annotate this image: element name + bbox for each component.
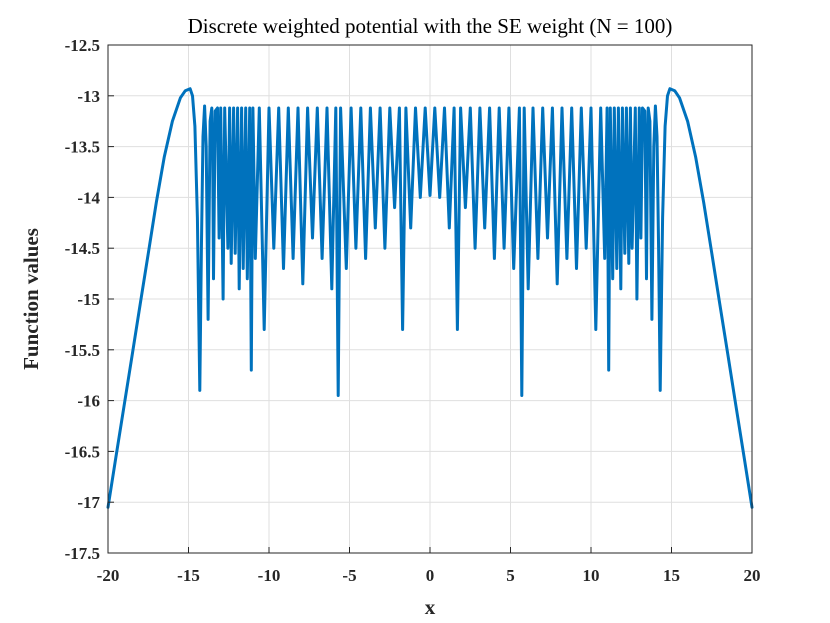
x-tick-label: -10 [258, 566, 281, 585]
x-axis-label: x [425, 595, 436, 619]
y-tick-label: -14.5 [65, 239, 100, 258]
x-tick-label: 10 [583, 566, 600, 585]
x-tick-label: 15 [663, 566, 680, 585]
y-tick-label: -13.5 [65, 138, 100, 157]
x-tick-labels: -20 -15 -10 -5 0 5 10 15 20 [97, 547, 761, 585]
y-tick-label: -16 [77, 392, 100, 411]
x-tick-label: 20 [744, 566, 761, 585]
x-tick-label: -15 [177, 566, 200, 585]
x-tick-label: -5 [342, 566, 356, 585]
chart-title: Discrete weighted potential with the SE … [188, 14, 673, 38]
y-tick-label: -17 [77, 493, 100, 512]
y-axis-label: Function values [19, 228, 43, 370]
x-tick-label: 0 [426, 566, 435, 585]
y-tick-label: -14 [77, 188, 100, 207]
x-tick-label: 5 [506, 566, 515, 585]
y-tick-labels: -12.5 -13 -13.5 -14 -14.5 -15 -15.5 -16 -16.5 -17… [65, 36, 114, 563]
y-tick-label: -15 [77, 290, 100, 309]
y-tick-label: -13 [77, 87, 100, 106]
series-line-function-values [106, 87, 754, 509]
y-tick-label: -12.5 [65, 36, 100, 55]
y-tick-label: -16.5 [65, 442, 100, 461]
x-tick-label: -20 [97, 566, 120, 585]
y-tick-label: -15.5 [65, 341, 100, 360]
y-tick-label: -17.5 [65, 544, 100, 563]
